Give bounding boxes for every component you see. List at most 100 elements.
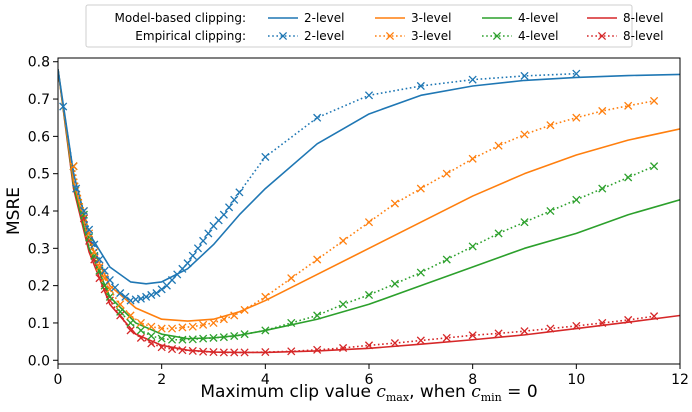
series-empirical-2-level-point: [313, 113, 322, 122]
series-empirical-2-level-point: [199, 236, 208, 245]
axes-frame: [57, 57, 681, 365]
series-empirical-3-level-point: [240, 305, 249, 314]
series-empirical-8-level-point: [167, 345, 177, 354]
y-axis-label: MSRE: [4, 187, 24, 235]
series-empirical-8-level-point: [230, 348, 239, 357]
legend-empirical-3-level-marker: [385, 31, 395, 41]
series-empirical-2-level-point: [572, 69, 581, 78]
series-empirical-4-level-point: [364, 290, 374, 300]
series-empirical-4-level-point: [287, 318, 296, 328]
series-empirical-3-level-point: [167, 324, 177, 333]
plot-area: [58, 69, 680, 357]
legend-model-2-level-label: 2-level: [304, 11, 345, 25]
series-empirical-4-level-point: [126, 318, 135, 328]
series-empirical-8-level-point: [240, 348, 249, 357]
series-empirical-3-level-point: [650, 96, 659, 105]
series-model-8-level-line: [58, 69, 680, 354]
series-empirical-2-level-point: [85, 225, 94, 234]
series-empirical-4-level-point: [230, 331, 239, 341]
series-empirical-8-level-point: [209, 347, 218, 357]
series-empirical-2-level-point: [416, 81, 425, 91]
x-axis-label-part: c: [376, 382, 386, 402]
series-empirical-4-level-point: [598, 184, 607, 193]
axes: 0 2 4 6 8 10 12 0.0 0.1 0.2 0.3 0.4 0.5 0.6 0.7 0.8 MSRE…: [4, 55, 689, 404]
series-empirical-3-level-point: [572, 113, 581, 122]
series-empirical-3-level-point: [339, 236, 348, 245]
series-empirical-2-level-point: [121, 292, 130, 301]
series-model-3-level-line: [58, 69, 680, 322]
series-empirical-2-level-point: [142, 292, 151, 301]
series-empirical-8-level-point: [546, 324, 555, 333]
x-tick-label: 6: [365, 372, 374, 388]
series-empirical-3-level-point: [136, 318, 145, 328]
series-empirical-4-level-point: [178, 335, 187, 344]
series-empirical-4-level-point: [147, 331, 156, 341]
series-empirical-4-level-point: [390, 279, 399, 288]
series-empirical-3-level-point: [209, 318, 218, 328]
series-empirical-2-level-point: [116, 289, 125, 298]
series-empirical-4-level-point: [261, 326, 270, 335]
series-empirical-3-level-point: [494, 141, 503, 150]
series-model-4-level-line: [58, 69, 680, 340]
series-empirical-4-level-point: [199, 334, 208, 343]
series-empirical-8-level-point: [261, 347, 270, 357]
series-empirical-3-level-point: [364, 218, 374, 227]
series-empirical-4-level-point: [219, 333, 228, 342]
series-empirical-4-level-point: [416, 268, 425, 277]
series-empirical-2-level-point: [193, 244, 203, 253]
series-empirical-3-level-point: [116, 300, 125, 309]
series-empirical-4-level-point: [90, 251, 99, 260]
series-empirical-4-level-point: [339, 300, 348, 309]
series-empirical-8-level-point: [287, 347, 296, 356]
series-empirical-8-level-point: [572, 321, 581, 330]
series-empirical-3-level-point: [442, 169, 451, 178]
series-empirical-2-level-point: [79, 206, 88, 216]
series-empirical-8-level-point: [624, 315, 633, 325]
series-empirical-3-level-point: [520, 130, 529, 139]
series-empirical-8-level-point: [364, 341, 374, 350]
x-axis-label-part: = 0: [502, 382, 538, 402]
series-empirical-2-level-point: [219, 210, 228, 219]
series-empirical-2-level-point: [235, 188, 244, 197]
series-empirical-2-level-point: [183, 259, 192, 268]
series-empirical-2-level-point: [157, 285, 166, 294]
legend-empirical-2-level-marker: [278, 31, 288, 41]
x-tick-label: 12: [671, 372, 689, 388]
series-model-2-level-line: [58, 69, 680, 285]
series-empirical-3-level-line: [72, 100, 655, 330]
x-axis-label-part: max: [386, 391, 410, 404]
x-axis-label-part: c: [471, 382, 481, 402]
series-empirical-8-level-point: [390, 339, 399, 348]
x-axis-label-part: min: [481, 391, 502, 404]
series-empirical-8-level-point: [116, 311, 125, 320]
series-empirical-3-level-point: [147, 322, 156, 331]
legend-model-4-level-label: 4-level: [518, 11, 559, 25]
legend-empirical-2-level-label: 2-level: [304, 29, 345, 43]
series-empirical-3-level-point: [230, 311, 239, 320]
series-empirical-3-level-point: [313, 255, 322, 264]
series-empirical-2-level-point: [59, 102, 68, 111]
legend-empirical-4-level-label: 4-level: [518, 29, 559, 43]
legend-model-8-level-label: 8-level: [623, 11, 664, 25]
series-empirical-4-level-point: [572, 195, 581, 204]
series-empirical-4-level-point: [136, 326, 145, 335]
legend-empirical-8-level-label: 8-level: [623, 29, 664, 43]
series-empirical-3-level-point: [199, 320, 208, 329]
series-empirical-3-level-point: [546, 121, 555, 130]
legend: Model-based clipping: Empirical clipping:…: [85, 4, 664, 48]
series-empirical-2-level-point: [100, 266, 109, 275]
series-empirical-4-level-point: [79, 210, 88, 219]
series-empirical-4-level-point: [116, 307, 125, 316]
series-empirical-4-level-point: [650, 162, 659, 171]
series-empirical-8-level-point: [178, 346, 187, 355]
series-empirical-2-level-point: [261, 152, 270, 161]
series-empirical-8-level-point: [468, 331, 477, 340]
y-tick-label: 0.5: [28, 167, 50, 183]
series-empirical-8-level-point: [147, 339, 156, 348]
y-tick-label: 0.6: [28, 129, 50, 145]
y-tick-label: 0.7: [28, 92, 50, 108]
series-empirical-8-level-point: [650, 312, 659, 321]
series-empirical-8-level-point: [219, 348, 228, 357]
series-empirical-2-level-point: [95, 255, 104, 264]
